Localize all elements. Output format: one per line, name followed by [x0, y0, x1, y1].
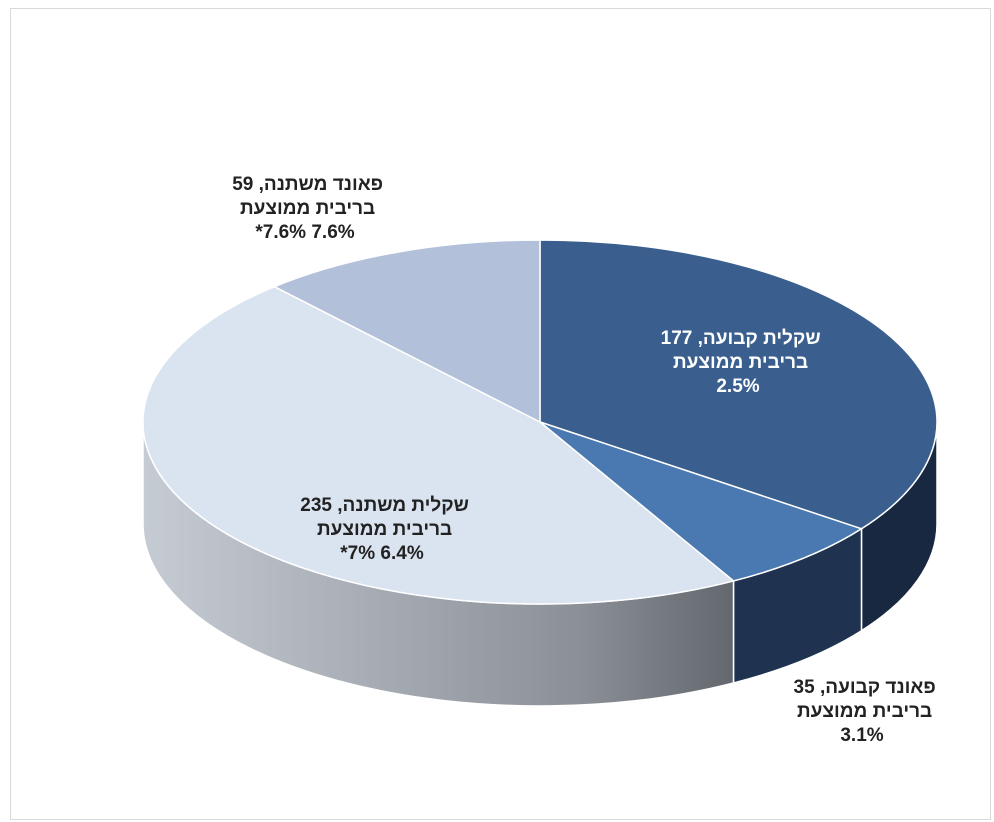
pie-top-layer: [142, 239, 938, 605]
pie-side-layer: [142, 421, 938, 707]
label-pound-fixed: פאונד קבועה, 35 בריבית ממוצעת 3.1%: [788, 677, 936, 746]
slice-pound-variable: [272, 239, 541, 424]
label-shekel-fixed: שקלית קבועה, 177 בריבית ממוצעת 2.5%: [655, 328, 820, 397]
slice-pound-fixed: [539, 421, 864, 582]
label-pound-variable: פאונד משתנה, 59 בריבית ממוצעת 7.6% 7.6%*: [227, 174, 383, 243]
slice-shekel-fixed: [539, 239, 938, 530]
label-shekel-variable: שקלית משתנה, 235 בריבית ממוצעת 6.4% 7%*: [295, 495, 469, 564]
slice-shekel-variable: [142, 285, 736, 605]
pie-label-layer: שקלית קבועה, 177 בריבית ממוצעת 2.5% פאונ…: [227, 174, 936, 746]
